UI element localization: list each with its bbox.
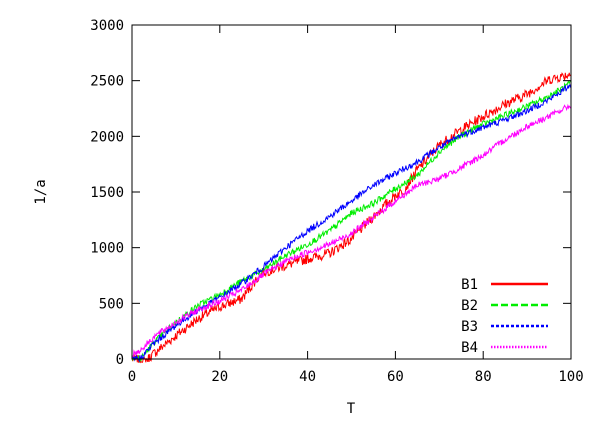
x-tick-label: 20 <box>211 369 228 385</box>
y-axis-label: 1/a <box>33 179 49 204</box>
series-layer <box>131 72 572 364</box>
series-line-b2 <box>131 80 571 363</box>
y-tick-label: 1500 <box>90 185 124 201</box>
y-tick-label: 2000 <box>90 129 124 145</box>
y-tick-label: 2500 <box>90 74 124 90</box>
y-tick-label: 0 <box>116 352 124 368</box>
x-tick-label: 80 <box>475 369 492 385</box>
x-tick-label: 40 <box>299 369 316 385</box>
series-line-b1 <box>131 72 571 364</box>
x-tick-label: 0 <box>128 369 136 385</box>
legend-label-b4: B4 <box>461 340 478 356</box>
legend-label-b3: B3 <box>461 319 478 335</box>
legend-label-b1: B1 <box>461 277 478 293</box>
x-tick-label: 100 <box>558 369 583 385</box>
legend-label-b2: B2 <box>461 298 478 314</box>
legend: B1 B2 B3 B4 <box>461 277 548 356</box>
series-line-b4 <box>131 103 572 358</box>
y-tick-label: 500 <box>99 296 124 312</box>
x-axis-label: T <box>347 401 356 417</box>
series-line-b3 <box>131 83 572 363</box>
y-tick-label: 3000 <box>90 18 124 34</box>
y-tick-label: 1000 <box>90 241 124 257</box>
x-tick-label: 60 <box>387 369 404 385</box>
